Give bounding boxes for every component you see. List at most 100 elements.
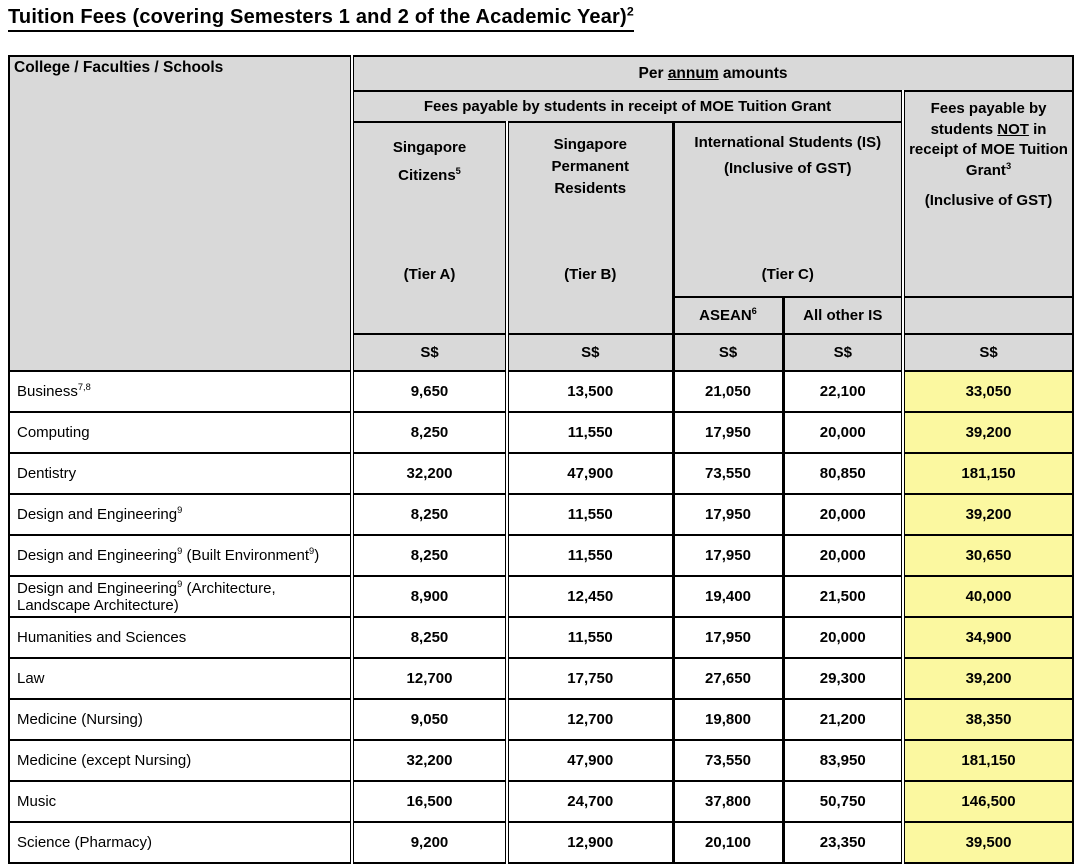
all-other-is-header: All other IS: [781, 296, 904, 335]
tier-a-label: (Tier A): [403, 266, 456, 283]
table-header: College / Faculties / Schools Per annum …: [8, 55, 1075, 372]
fee-tier-a: 9,050: [350, 698, 508, 741]
table-row: Dentistry 32,200 47,900 73,550 80,850 181,150: [8, 452, 1075, 495]
fee-tier-a: 32,200: [350, 452, 508, 495]
fee-asean: 17,950: [671, 411, 784, 454]
tier-a-header: Singapore Citizens5 (Tier A): [350, 121, 508, 335]
tier-a-name: Singapore Citizens5: [392, 139, 467, 184]
fee-tier-b: 47,900: [505, 739, 674, 782]
not-grant-spacer-cell: [900, 296, 1075, 335]
fee-tier-b: 24,700: [505, 780, 674, 823]
tier-c-name: International Students (IS): [694, 134, 882, 151]
fee-not-grant: 39,200: [900, 657, 1075, 700]
fee-other-is: 20,000: [781, 534, 904, 577]
per-annum-header: Per annum amounts: [349, 55, 1075, 92]
table-row: Design and Engineering9 (Built Environme…: [8, 534, 1075, 577]
not-grant-gst-text: (Inclusive of GST): [924, 191, 1053, 209]
fee-tier-b: 11,550: [505, 534, 674, 577]
currency-header-other-is: S$: [781, 333, 904, 372]
row-label: Design and Engineering9 (Architecture, L…: [8, 575, 353, 618]
fee-other-is: 20,000: [781, 411, 904, 454]
fee-asean: 73,550: [671, 452, 784, 495]
fee-tier-b: 12,900: [505, 821, 674, 864]
fee-other-is: 20,000: [781, 616, 904, 659]
fee-other-is: 80,850: [781, 452, 904, 495]
row-label: Medicine (except Nursing): [8, 739, 353, 782]
currency-header-not-grant: S$: [900, 333, 1075, 372]
fee-not-grant: 181,150: [900, 739, 1075, 782]
fee-tier-b: 12,700: [505, 698, 674, 741]
fee-other-is: 29,300: [781, 657, 904, 700]
row-label: Dentistry: [8, 452, 353, 495]
fee-not-grant: 30,650: [900, 534, 1075, 577]
fees-table-body: Business7,8 9,650 13,500 21,050 22,100 33,050…: [8, 370, 1075, 864]
fee-asean: 27,650: [671, 657, 784, 700]
row-label: Science (Pharmacy): [8, 821, 353, 864]
fee-tier-b: 11,550: [505, 493, 674, 536]
currency-header-tier-b: S$: [505, 333, 674, 372]
table-row: Computing 8,250 11,550 17,950 20,000 39,200: [8, 411, 1075, 454]
table-row: Law 12,700 17,750 27,650 29,300 39,200: [8, 657, 1075, 700]
fee-not-grant: 146,500: [900, 780, 1075, 823]
fee-tier-b: 47,900: [505, 452, 674, 495]
not-grant-header: Fees payable by students NOT in receipt …: [900, 90, 1075, 298]
row-label: Business7,8: [8, 370, 353, 413]
fee-asean: 20,100: [671, 821, 784, 864]
row-label: Design and Engineering9: [8, 493, 353, 536]
college-column-header: College / Faculties / Schools: [8, 55, 353, 372]
fee-tier-a: 32,200: [350, 739, 508, 782]
fee-tier-a: 8,250: [350, 411, 508, 454]
not-grant-header-text: Fees payable by students NOT in receipt …: [909, 100, 1068, 180]
tier-c-header: International Students (IS) (Inclusive o…: [671, 121, 904, 298]
fee-not-grant: 40,000: [900, 575, 1075, 618]
fee-asean: 17,950: [671, 493, 784, 536]
table-row: Music 16,500 24,700 37,800 50,750 146,500: [8, 780, 1075, 823]
fee-tier-a: 9,650: [350, 370, 508, 413]
table-row: Humanities and Sciences 8,250 11,550 17,950…: [8, 616, 1075, 659]
fee-other-is: 83,950: [781, 739, 904, 782]
fee-tier-b: 11,550: [505, 616, 674, 659]
fee-tier-a: 8,250: [350, 534, 508, 577]
fee-tier-a: 16,500: [350, 780, 508, 823]
row-label: Design and Engineering9 (Built Environme…: [8, 534, 353, 577]
fee-not-grant: 39,200: [900, 493, 1075, 536]
fee-tier-b: 11,550: [505, 411, 674, 454]
tier-c-label: (Tier C): [761, 266, 814, 283]
fee-tier-a: 12,700: [350, 657, 508, 700]
table-row: Design and Engineering9 (Architecture, L…: [8, 575, 1075, 618]
tuition-fees-table: College / Faculties / Schools Per annum …: [8, 55, 1075, 864]
fee-tier-b: 12,450: [505, 575, 674, 618]
table-row: Design and Engineering9 8,250 11,550 17,950…: [8, 493, 1075, 536]
currency-header-asean: S$: [671, 333, 784, 372]
row-label: Computing: [8, 411, 353, 454]
fee-asean: 73,550: [671, 739, 784, 782]
fee-other-is: 21,500: [781, 575, 904, 618]
tier-b-label: (Tier B): [564, 266, 617, 283]
fee-not-grant: 39,500: [900, 821, 1075, 864]
fee-asean: 21,050: [671, 370, 784, 413]
fee-tier-b: 17,750: [505, 657, 674, 700]
page-title-text: Tuition Fees (covering Semesters 1 and 2…: [8, 5, 634, 32]
asean-header: ASEAN6: [671, 296, 784, 335]
tier-c-gst: (Inclusive of GST): [723, 160, 852, 177]
table-row: Science (Pharmacy) 9,200 12,900 20,100 23,35…: [8, 821, 1075, 864]
fee-other-is: 50,750: [781, 780, 904, 823]
fee-other-is: 22,100: [781, 370, 904, 413]
fee-asean: 17,950: [671, 616, 784, 659]
grant-group-header: Fees payable by students in receipt of M…: [350, 90, 904, 123]
fee-tier-a: 9,200: [350, 821, 508, 864]
fee-not-grant: 181,150: [900, 452, 1075, 495]
fee-asean: 37,800: [671, 780, 784, 823]
fee-other-is: 23,350: [781, 821, 904, 864]
table-row: Medicine (Nursing) 9,050 12,700 19,800 21,20…: [8, 698, 1075, 741]
page-title: Tuition Fees (covering Semesters 1 and 2…: [8, 5, 634, 32]
fee-tier-a: 8,900: [350, 575, 508, 618]
fee-asean: 19,800: [671, 698, 784, 741]
row-label: Law: [8, 657, 353, 700]
fee-not-grant: 38,350: [900, 698, 1075, 741]
fee-tier-b: 13,500: [505, 370, 674, 413]
tier-b-name: Singapore Permanent Residents: [551, 136, 630, 197]
tier-b-header: Singapore Permanent Residents (Tier B): [505, 121, 674, 335]
fee-other-is: 21,200: [781, 698, 904, 741]
fee-asean: 19,400: [671, 575, 784, 618]
